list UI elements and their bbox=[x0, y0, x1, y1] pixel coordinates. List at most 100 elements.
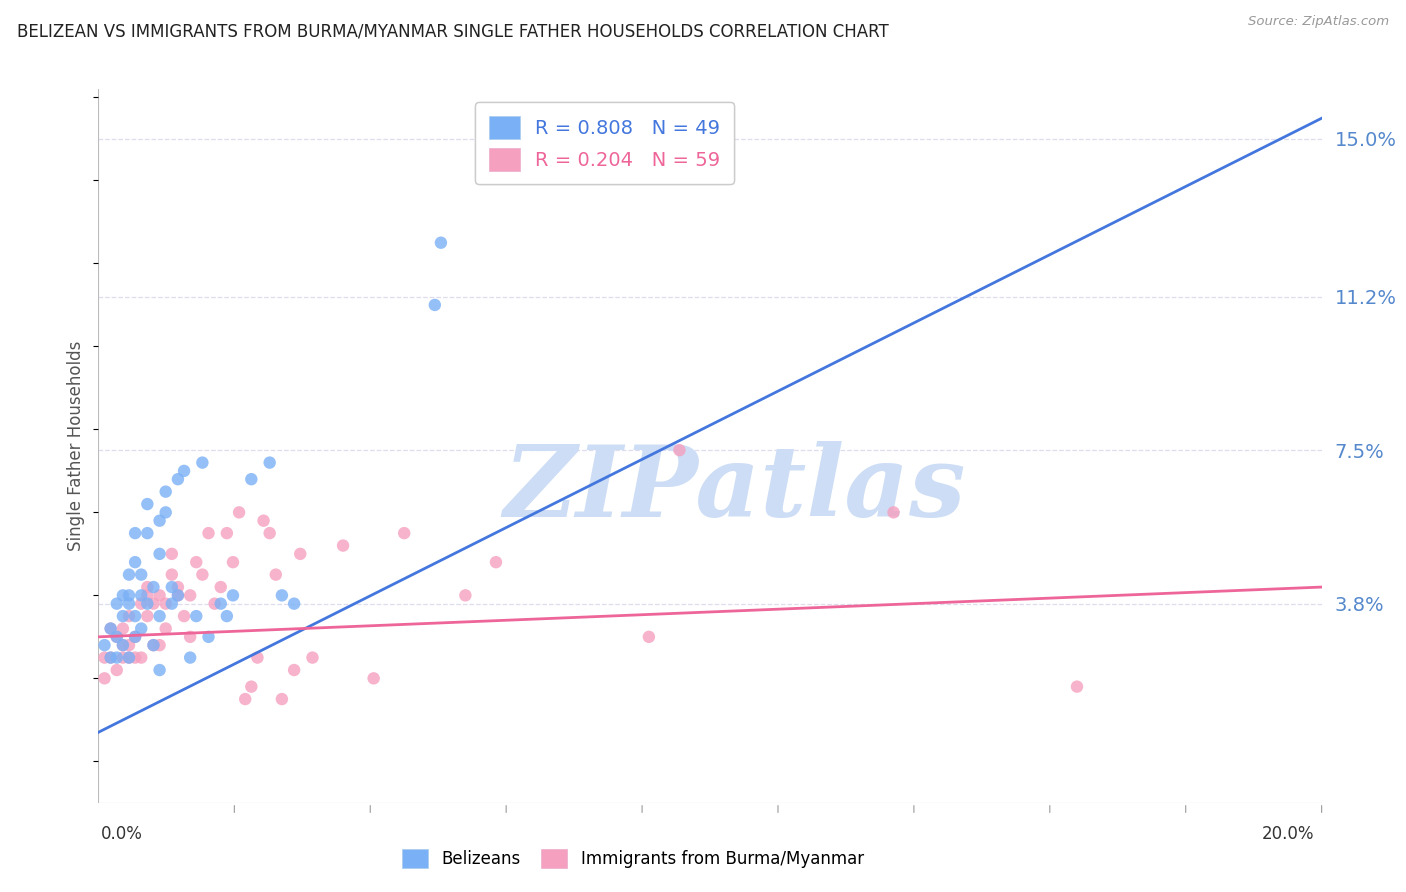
Point bbox=[142, 597, 165, 611]
Point bbox=[105, 630, 128, 644]
Point bbox=[454, 588, 477, 602]
Point bbox=[105, 597, 128, 611]
Point bbox=[167, 588, 190, 602]
Point bbox=[118, 638, 141, 652]
Point bbox=[124, 630, 146, 644]
Point bbox=[111, 650, 134, 665]
Point bbox=[173, 464, 195, 478]
Point bbox=[105, 630, 128, 644]
Point bbox=[283, 663, 305, 677]
Point bbox=[246, 650, 269, 665]
Point bbox=[136, 588, 159, 602]
Point bbox=[124, 650, 146, 665]
Point bbox=[160, 547, 183, 561]
Y-axis label: Single Father Households: Single Father Households bbox=[67, 341, 86, 551]
Point bbox=[215, 526, 238, 541]
Point bbox=[149, 609, 172, 624]
Point bbox=[111, 622, 134, 636]
Point bbox=[186, 609, 208, 624]
Point bbox=[228, 505, 250, 519]
Point bbox=[209, 597, 232, 611]
Point bbox=[392, 526, 416, 541]
Point bbox=[240, 680, 263, 694]
Point bbox=[209, 580, 232, 594]
Point bbox=[93, 638, 115, 652]
Point bbox=[222, 555, 245, 569]
Point bbox=[283, 597, 305, 611]
Legend: Belizeans, Immigrants from Burma/Myanmar: Belizeans, Immigrants from Burma/Myanmar bbox=[395, 842, 870, 875]
Text: Source: ZipAtlas.com: Source: ZipAtlas.com bbox=[1249, 15, 1389, 29]
Legend: R = 0.808   N = 49, R = 0.204   N = 59: R = 0.808 N = 49, R = 0.204 N = 59 bbox=[475, 103, 734, 185]
Text: BELIZEAN VS IMMIGRANTS FROM BURMA/MYANMAR SINGLE FATHER HOUSEHOLDS CORRELATION C: BELIZEAN VS IMMIGRANTS FROM BURMA/MYANMA… bbox=[17, 22, 889, 40]
Point bbox=[204, 597, 226, 611]
Point bbox=[149, 663, 172, 677]
Point bbox=[111, 588, 134, 602]
Point bbox=[197, 630, 219, 644]
Point bbox=[118, 597, 141, 611]
Point bbox=[136, 609, 159, 624]
Point bbox=[155, 622, 177, 636]
Point bbox=[124, 555, 146, 569]
Point bbox=[259, 526, 281, 541]
Point bbox=[100, 650, 122, 665]
Point bbox=[252, 514, 274, 528]
Point bbox=[105, 650, 128, 665]
Point bbox=[129, 650, 152, 665]
Point bbox=[179, 650, 201, 665]
Point bbox=[637, 630, 661, 644]
Point bbox=[124, 630, 146, 644]
Text: 0.0%: 0.0% bbox=[101, 825, 143, 843]
Text: ZIPatlas: ZIPatlas bbox=[503, 441, 966, 537]
Point bbox=[100, 650, 122, 665]
Point bbox=[179, 630, 201, 644]
Point bbox=[270, 692, 292, 706]
Point bbox=[155, 484, 177, 499]
Point bbox=[129, 622, 152, 636]
Point bbox=[222, 588, 245, 602]
Point bbox=[259, 456, 281, 470]
Point bbox=[160, 580, 183, 594]
Point bbox=[111, 609, 134, 624]
Point bbox=[142, 580, 165, 594]
Point bbox=[155, 505, 177, 519]
Point bbox=[111, 638, 134, 652]
Point bbox=[149, 547, 172, 561]
Point bbox=[233, 692, 256, 706]
Point bbox=[149, 638, 172, 652]
Point bbox=[100, 622, 122, 636]
Point bbox=[668, 443, 690, 458]
Point bbox=[118, 650, 141, 665]
Point bbox=[149, 514, 172, 528]
Point bbox=[136, 497, 159, 511]
Point bbox=[883, 505, 905, 519]
Point bbox=[301, 650, 323, 665]
Point bbox=[105, 663, 128, 677]
Point bbox=[1066, 680, 1088, 694]
Point bbox=[332, 539, 354, 553]
Point bbox=[118, 567, 141, 582]
Point bbox=[167, 472, 190, 486]
Point bbox=[240, 472, 263, 486]
Point bbox=[93, 650, 115, 665]
Point bbox=[485, 555, 508, 569]
Point bbox=[93, 671, 115, 685]
Point bbox=[264, 567, 287, 582]
Point bbox=[124, 526, 146, 541]
Point bbox=[142, 638, 165, 652]
Point bbox=[430, 235, 453, 250]
Point bbox=[136, 580, 159, 594]
Point bbox=[142, 638, 165, 652]
Point bbox=[118, 650, 141, 665]
Point bbox=[129, 567, 152, 582]
Point bbox=[111, 638, 134, 652]
Point bbox=[136, 526, 159, 541]
Point bbox=[160, 597, 183, 611]
Point bbox=[179, 588, 201, 602]
Point bbox=[270, 588, 292, 602]
Point bbox=[173, 609, 195, 624]
Point bbox=[136, 597, 159, 611]
Point bbox=[167, 588, 190, 602]
Point bbox=[118, 609, 141, 624]
Point bbox=[149, 588, 172, 602]
Point bbox=[129, 597, 152, 611]
